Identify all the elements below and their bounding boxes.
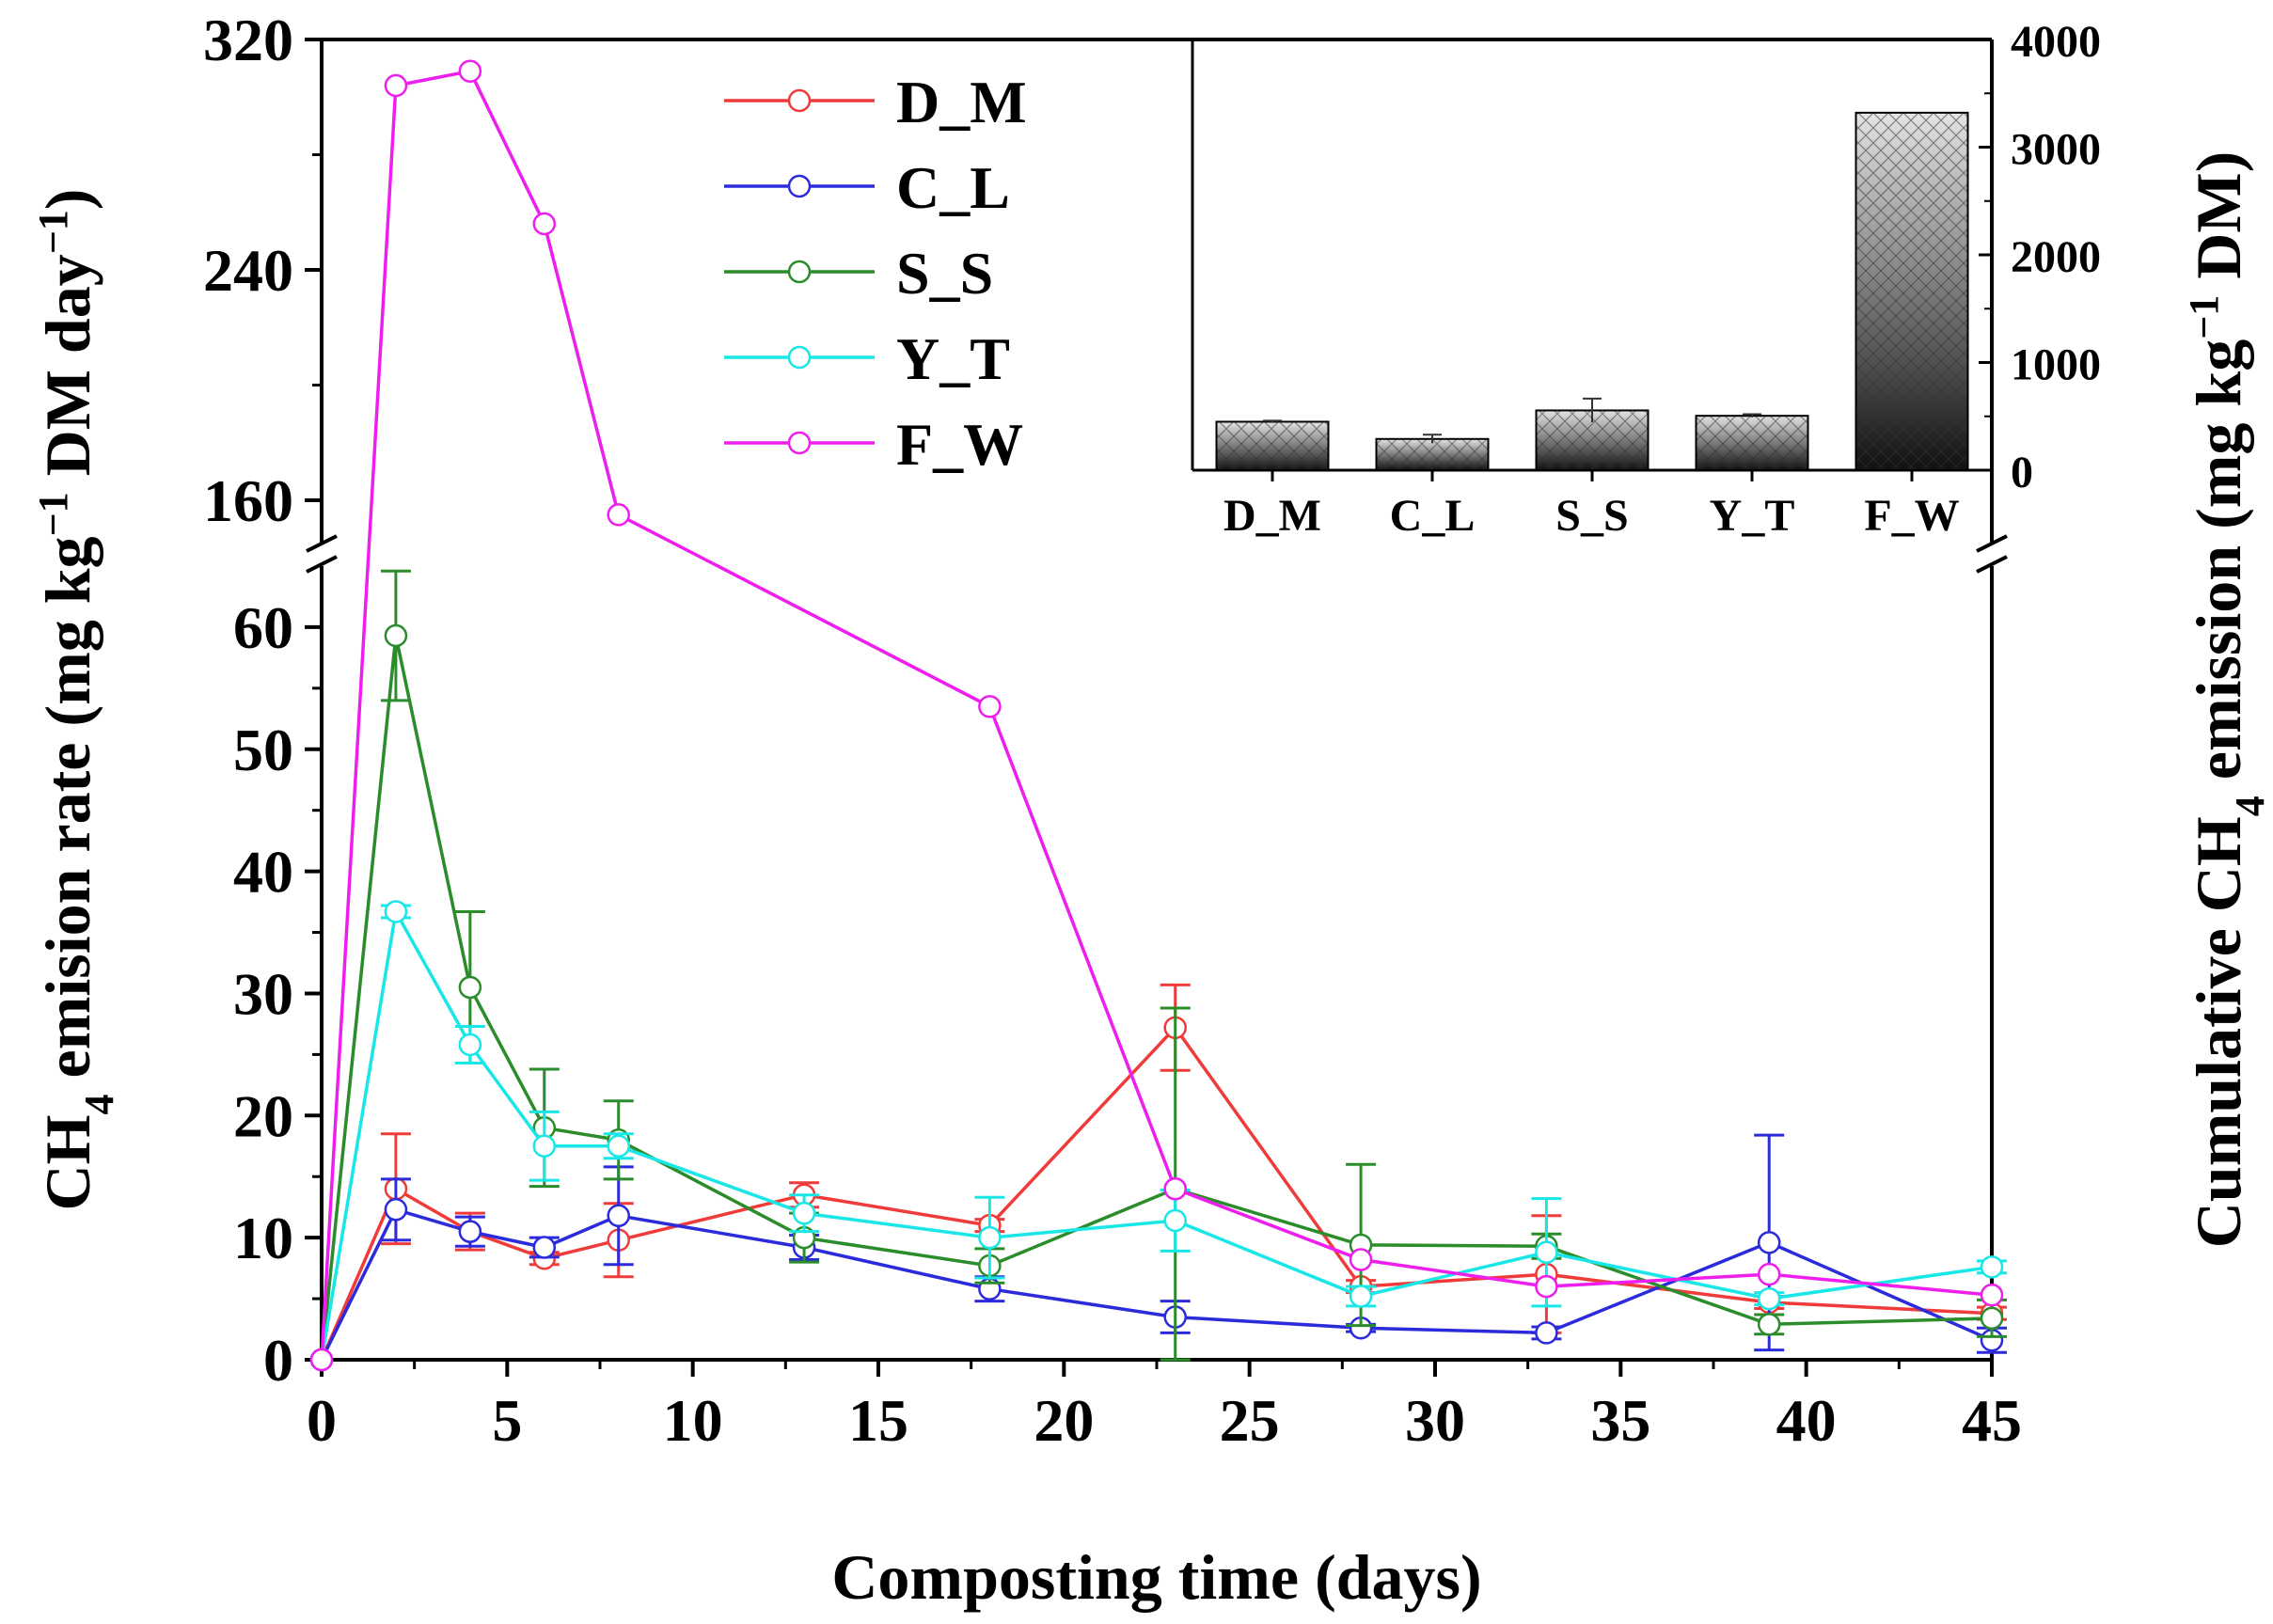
axis-break-mark [306, 534, 338, 553]
x-tick-label: 15 [848, 1387, 908, 1454]
data-point [458, 1033, 482, 1057]
inset-y-tick-label: 3000 [2011, 125, 2101, 175]
y-tick-label: 160 [203, 467, 293, 534]
x-tick-label: 35 [1590, 1387, 1650, 1454]
x-tick-label: 0 [307, 1387, 337, 1454]
x-tick-label: 30 [1405, 1387, 1465, 1454]
legend-label: C_L [896, 154, 1010, 221]
inset-y-tick-label: 1000 [2011, 340, 2101, 390]
data-point [978, 1225, 1002, 1250]
series-Y_T [309, 900, 2007, 1372]
legend-label: S_S [896, 240, 993, 307]
data-point [607, 503, 630, 527]
data-point [384, 623, 408, 648]
inset-bar-hatch [1695, 415, 1809, 471]
y-tick-label: 50 [233, 717, 293, 783]
x-tick-label: 5 [492, 1387, 522, 1454]
data-point [1349, 1248, 1373, 1271]
data-point [978, 695, 1002, 718]
x-axis-title: Composting time (days) [831, 1541, 1481, 1613]
axis-break-mark [1976, 555, 2008, 574]
legend-label: F_W [896, 411, 1023, 478]
data-point [1163, 1176, 1187, 1201]
data-point [384, 73, 408, 98]
inset-x-tick-label: C_L [1390, 491, 1476, 541]
inset-bar-hatch [1215, 420, 1330, 472]
axis-break-mark [306, 555, 338, 574]
inset-x-tick-label: D_M [1223, 491, 1321, 541]
data-point [1163, 1208, 1187, 1233]
inset-x-tick-label: S_S [1555, 491, 1628, 541]
x-tick-label: 40 [1776, 1387, 1837, 1454]
data-point [607, 1134, 630, 1159]
y-tick-label: 40 [233, 839, 293, 906]
inset-y-tick-label: 2000 [2011, 232, 2101, 282]
inset-x-tick-label: F_W [1864, 491, 1959, 541]
inset-bar-hatch [1855, 111, 1969, 472]
inset-y-tick-label: 0 [2011, 448, 2033, 497]
inset-marks: 0 1000 2000 3000 4000 D_M C_L S_S Y_T F_W [1215, 17, 2101, 541]
data-point [458, 975, 482, 1000]
axis-break-mark [1976, 534, 2008, 553]
legend-marker [787, 260, 812, 284]
x-axis-ticks: 0 5 10 15 20 25 30 35 40 45 [307, 1360, 2022, 1454]
data-point [1757, 1262, 1781, 1286]
data-point [309, 1348, 334, 1372]
legend-marker [787, 431, 812, 455]
y-tick-label: 240 [203, 237, 293, 304]
series-line [320, 907, 1993, 1361]
x-tick-label: 25 [1220, 1387, 1280, 1454]
y-axis-title: CH4 emision rate (mg kg−1 DM day−1) [30, 189, 122, 1211]
data-point [458, 59, 482, 83]
series-lines [309, 59, 2007, 1372]
legend: D_M C_L S_S Y_T F_W [724, 69, 1027, 478]
inset-y-tick-label: 4000 [2011, 17, 2101, 67]
inset-x-tick-label: Y_T [1710, 491, 1795, 541]
data-point [532, 1134, 557, 1159]
data-point [1757, 1313, 1781, 1336]
legend-marker [787, 88, 812, 113]
legend-marker [787, 345, 812, 370]
x-tick-label: 20 [1034, 1387, 1094, 1454]
series-line [320, 69, 1993, 1361]
data-point [384, 1198, 408, 1222]
data-point [1757, 1231, 1781, 1254]
series-D_M [309, 983, 2007, 1372]
y-tick-label: 320 [203, 7, 293, 73]
legend-marker [787, 174, 812, 198]
series-line [320, 1207, 1993, 1361]
data-point [1349, 1285, 1373, 1308]
x-tick-label: 10 [663, 1387, 723, 1454]
legend-label: Y_T [896, 325, 1010, 392]
data-point [458, 1220, 482, 1243]
y-tick-label: 0 [263, 1327, 293, 1394]
data-point [1535, 1321, 1558, 1345]
data-point [532, 212, 557, 236]
data-point [384, 900, 408, 923]
data-point [1980, 1283, 2004, 1307]
y-tick-label: 10 [233, 1205, 293, 1271]
y-tick-label: 60 [233, 594, 293, 661]
inset-y-axis-title: Cumulative CH4 emission (mg kg−1 DM) [2181, 151, 2273, 1248]
data-point [1980, 1306, 2004, 1331]
y-tick-label: 30 [233, 960, 293, 1027]
data-point [1757, 1286, 1781, 1311]
plot-frame [306, 38, 2008, 1362]
data-point [1535, 1274, 1558, 1299]
data-point [532, 1236, 557, 1259]
series-F_W [309, 59, 2004, 1372]
y-axis-ticks: 0 10 20 30 40 50 60 160 240 320 [203, 7, 322, 1394]
inset-bar-hatch [1375, 437, 1490, 472]
data-point [792, 1201, 816, 1225]
y-tick-label: 20 [233, 1082, 293, 1149]
data-point [1535, 1240, 1558, 1264]
series-line [320, 1025, 1993, 1361]
legend-label: D_M [896, 69, 1027, 135]
data-point [1980, 1255, 2004, 1279]
x-tick-label: 45 [1962, 1387, 2022, 1454]
data-point [607, 1204, 630, 1228]
inset-bar-chart: 0 1000 2000 3000 4000 D_M C_L S_S Y_T F_W [1191, 17, 2101, 541]
